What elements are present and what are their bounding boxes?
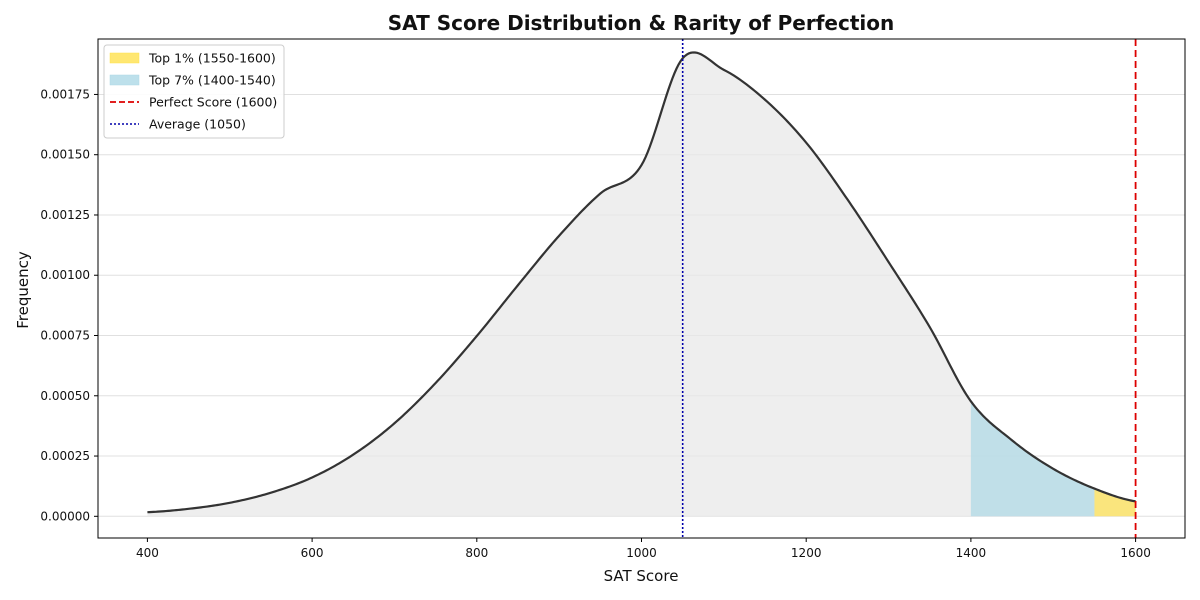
y-tick-label: 0.00025 [40, 449, 90, 463]
x-tick-label: 1600 [1120, 546, 1151, 560]
x-axis-ticks: 400 600 800 1000 1200 1400 1600 [136, 538, 1151, 560]
y-axis-label: Frequency [14, 251, 32, 329]
y-tick-label: 0.00100 [40, 268, 90, 282]
region-fill [970, 401, 1095, 517]
x-tick-label: 1200 [791, 546, 822, 560]
y-tick-label: 0.00175 [40, 87, 90, 101]
x-axis-label: SAT Score [604, 567, 679, 585]
legend-box [103, 44, 285, 139]
y-tick-label: 0.00050 [40, 389, 90, 403]
y-tick-label: 0.00150 [40, 148, 90, 162]
data-lines [147, 39, 1137, 538]
x-tick-label: 1000 [626, 546, 657, 560]
legend-label: Perfect Score (1600) [149, 95, 277, 110]
legend-label: Top 7% (1400-1540) [148, 73, 276, 88]
legend: Top 1% (1550-1600) Top 7% (1400-1540) Perf… [103, 44, 285, 139]
distribution-area [147, 52, 1136, 517]
legend-swatch [109, 74, 140, 86]
distribution-curve [147, 51, 1136, 514]
region-fill [1094, 488, 1136, 517]
shaded-regions [147, 52, 1136, 517]
x-tick-label: 600 [301, 546, 324, 560]
x-tick-label: 1400 [956, 546, 987, 560]
y-tick-label: 0.00075 [40, 329, 90, 343]
y-tick-label: 0.00125 [40, 208, 90, 222]
legend-label: Top 1% (1550-1600) [148, 51, 276, 66]
chart-title: SAT Score Distribution & Rarity of Perfe… [388, 11, 894, 35]
y-tick-label: 0.00000 [40, 509, 90, 523]
x-tick-label: 800 [465, 546, 488, 560]
x-tick-label: 400 [136, 546, 159, 560]
legend-label: Average (1050) [149, 117, 246, 132]
y-axis-ticks: 0.00000 0.00025 0.00050 0.00075 0.00100 0.001… [40, 87, 98, 523]
legend-swatch [109, 52, 140, 64]
